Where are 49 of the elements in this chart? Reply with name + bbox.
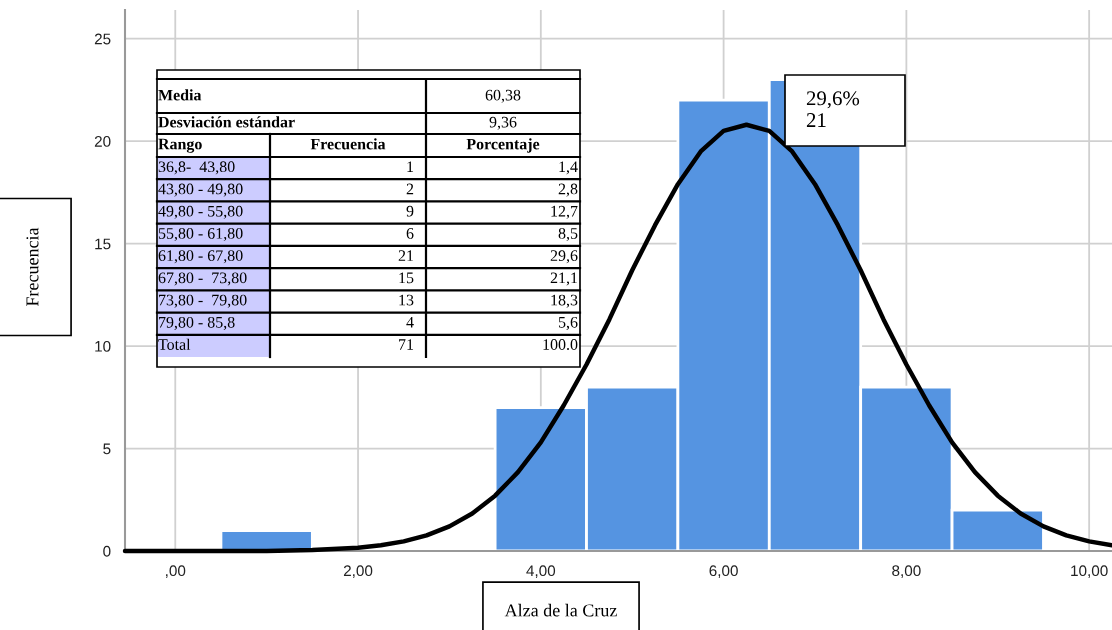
annotation: 100.0 [543, 339, 578, 350]
x-tick-label: 4,00 [526, 565, 556, 578]
y-tick-label: 15 [95, 238, 111, 250]
annotation: 2,8 [558, 183, 578, 197]
annotation: 55,80 - 61,80 [158, 228, 243, 242]
annotation: 12,7 [551, 205, 578, 219]
annotation: 9 [406, 205, 414, 217]
x-tick-label: 8,00 [892, 565, 921, 578]
annotation: Media [158, 89, 202, 101]
y-tick-label: 20 [94, 136, 111, 147]
annotation: 15 [399, 272, 414, 284]
x-tick-label: 10,00 [1071, 565, 1108, 578]
y-tick-label: 10 [95, 340, 111, 352]
y-axis-title: Frecuencia [26, 227, 39, 307]
annotation: 79,80 - 85,8 [159, 316, 235, 330]
annotation: 21,1 [550, 272, 578, 286]
annotation: Total [158, 338, 191, 350]
annotation: 4 [406, 316, 414, 328]
annotation: 6 [406, 228, 414, 239]
annotation: 1,4 [559, 161, 578, 175]
annotation: Porcentaje [466, 138, 540, 153]
annotation: 29,6 [550, 250, 578, 264]
y-tick-label: 5 [103, 443, 111, 455]
annotation: 71 [399, 339, 414, 350]
annotation: 49,80 - 55,80 [158, 205, 243, 219]
x-tick-label: ,00 [166, 565, 186, 578]
annotation: 60,38 [485, 89, 521, 103]
x-tick-label: 2,00 [343, 565, 373, 578]
y-tick-label: 25 [94, 33, 111, 45]
annotation: Frecuencia [310, 138, 386, 150]
annotation: 73,80 - 79,80 [159, 294, 247, 308]
y-tick-label: 0 [103, 545, 111, 557]
annotation: 13 [399, 294, 414, 306]
annotation: 1 [407, 161, 414, 172]
annotation: 5,6 [558, 316, 578, 330]
annotation: 8,5 [558, 228, 578, 242]
annotation: 67,80 - 73,80 [158, 272, 247, 286]
annotation: 2 [406, 183, 414, 195]
annotation: 21 [398, 250, 414, 261]
annotation: Rango [158, 138, 202, 153]
x-tick-label: 6,00 [709, 565, 738, 578]
annotation: 43,80 - 49,80 [158, 183, 243, 197]
x-axis-title: Alza de la Cruz [504, 603, 617, 617]
annotation: Desviación estándar [158, 116, 295, 128]
annotation: 9,36 [489, 116, 517, 130]
annotation: 18,3 [551, 294, 578, 308]
annotation: 36,8- 43,80 [158, 161, 235, 175]
annotation: 61,80 - 67,80 [158, 250, 243, 264]
annotation: 29,6% 21 [806, 91, 860, 127]
